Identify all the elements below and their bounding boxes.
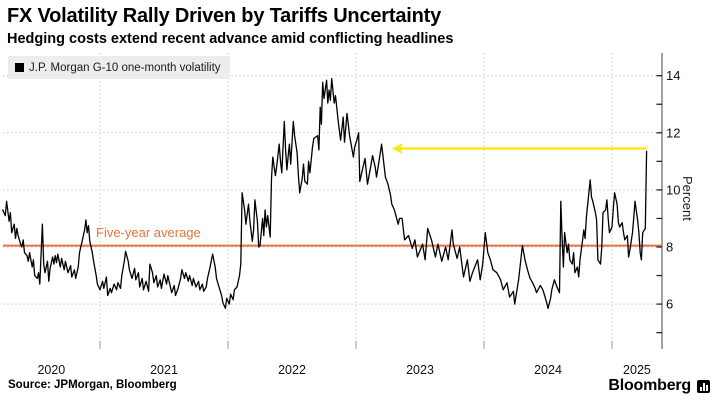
volatility-series-line [2, 77, 648, 310]
x-tick-label: 2025 [623, 363, 651, 377]
y-tick-label: 8 [666, 240, 673, 255]
annotation-arrow-head-icon [391, 143, 403, 155]
x-tick-label: 2020 [37, 363, 65, 377]
x-tick-label: 2023 [406, 363, 434, 377]
bloomberg-wordmark: Bloomberg [608, 377, 691, 394]
source-note: Source: JPMorgan, Bloomberg [8, 379, 177, 391]
y-tick-label: 6 [666, 297, 673, 312]
y-tick-label: 14 [666, 68, 680, 83]
bloomberg-logo: Bloomberg [608, 377, 710, 395]
chart-title: FX Volatility Rally Driven by Tariffs Un… [7, 5, 442, 27]
y-tick-label: 12 [666, 125, 680, 140]
x-tick-label: 2024 [534, 363, 562, 377]
legend-swatch-icon [15, 63, 24, 72]
five-year-average-label: Five-year average [96, 225, 201, 240]
legend: J.P. Morgan G-10 one-month volatility [8, 56, 230, 79]
bloomberg-terminal-icon [697, 379, 710, 393]
y-tick-label: 10 [666, 182, 680, 197]
legend-label: J.P. Morgan G-10 one-month volatility [29, 61, 221, 74]
y-axis-title: Percent [680, 176, 695, 221]
x-tick-label: 2021 [150, 363, 178, 377]
chart-subtitle: Hedging costs extend recent advance amid… [7, 31, 454, 47]
x-tick-label: 2022 [278, 363, 306, 377]
